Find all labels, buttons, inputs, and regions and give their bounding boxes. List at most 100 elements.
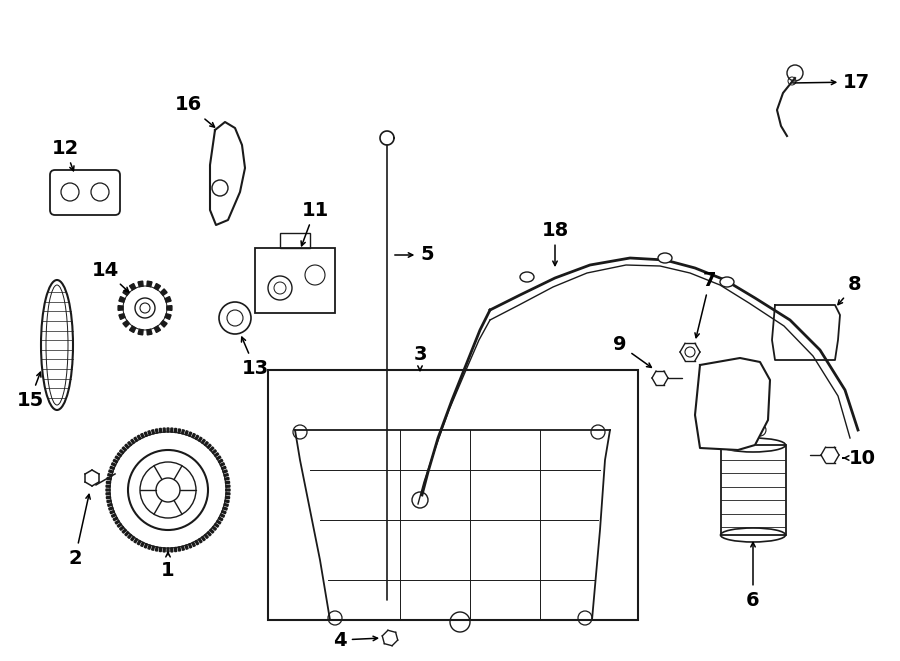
Polygon shape xyxy=(185,431,188,435)
Polygon shape xyxy=(154,326,160,332)
Text: 16: 16 xyxy=(175,95,214,127)
Polygon shape xyxy=(156,429,158,433)
Polygon shape xyxy=(123,321,130,327)
Polygon shape xyxy=(130,284,136,290)
Polygon shape xyxy=(226,489,230,491)
Polygon shape xyxy=(212,449,216,453)
Polygon shape xyxy=(112,514,116,518)
Polygon shape xyxy=(195,435,199,440)
Polygon shape xyxy=(165,314,171,319)
Polygon shape xyxy=(207,444,211,448)
Polygon shape xyxy=(175,428,176,432)
Polygon shape xyxy=(106,485,110,487)
Polygon shape xyxy=(107,500,112,502)
Polygon shape xyxy=(185,545,188,549)
Polygon shape xyxy=(112,463,116,466)
Polygon shape xyxy=(167,548,169,552)
Polygon shape xyxy=(167,428,169,432)
Polygon shape xyxy=(125,444,129,448)
Bar xyxy=(280,233,310,248)
Polygon shape xyxy=(160,321,167,327)
Polygon shape xyxy=(128,442,131,446)
Polygon shape xyxy=(207,531,211,536)
Polygon shape xyxy=(108,504,112,506)
Polygon shape xyxy=(171,548,173,552)
Polygon shape xyxy=(212,526,216,530)
Polygon shape xyxy=(125,531,129,536)
Polygon shape xyxy=(151,546,155,551)
Polygon shape xyxy=(226,492,230,495)
Polygon shape xyxy=(144,432,148,436)
Polygon shape xyxy=(128,534,131,539)
Polygon shape xyxy=(156,547,158,551)
Polygon shape xyxy=(115,456,120,459)
Polygon shape xyxy=(217,456,220,459)
Polygon shape xyxy=(219,459,223,463)
Text: 4: 4 xyxy=(333,631,377,650)
Bar xyxy=(255,248,335,313)
Text: 11: 11 xyxy=(302,200,328,246)
Polygon shape xyxy=(163,548,166,552)
Polygon shape xyxy=(772,305,840,360)
Polygon shape xyxy=(178,547,181,551)
Polygon shape xyxy=(175,547,176,552)
Polygon shape xyxy=(140,542,144,547)
Text: 18: 18 xyxy=(542,221,569,266)
Polygon shape xyxy=(108,474,112,477)
Text: 12: 12 xyxy=(51,139,78,171)
Polygon shape xyxy=(110,510,114,514)
Polygon shape xyxy=(113,459,118,463)
Polygon shape xyxy=(217,520,220,524)
Polygon shape xyxy=(120,526,124,530)
Polygon shape xyxy=(119,297,125,302)
Polygon shape xyxy=(202,440,205,444)
Polygon shape xyxy=(113,517,118,521)
Text: 15: 15 xyxy=(16,372,43,410)
Polygon shape xyxy=(159,547,162,552)
Polygon shape xyxy=(225,481,230,484)
Polygon shape xyxy=(198,437,202,442)
Polygon shape xyxy=(106,492,110,495)
Polygon shape xyxy=(118,305,123,311)
Polygon shape xyxy=(154,284,160,290)
Polygon shape xyxy=(178,429,181,433)
Polygon shape xyxy=(223,470,228,473)
Polygon shape xyxy=(225,500,230,502)
Text: 5: 5 xyxy=(395,245,434,264)
Polygon shape xyxy=(140,434,144,438)
Polygon shape xyxy=(138,541,141,545)
Text: 3: 3 xyxy=(413,346,427,371)
Ellipse shape xyxy=(658,253,672,263)
Polygon shape xyxy=(115,520,120,524)
Text: 14: 14 xyxy=(92,260,129,292)
Polygon shape xyxy=(138,329,143,335)
Polygon shape xyxy=(151,430,155,434)
Polygon shape xyxy=(148,545,151,549)
Polygon shape xyxy=(182,430,184,434)
Polygon shape xyxy=(117,524,122,527)
Polygon shape xyxy=(210,447,214,451)
Text: 9: 9 xyxy=(613,336,652,368)
Polygon shape xyxy=(130,440,135,444)
Polygon shape xyxy=(192,542,195,547)
Polygon shape xyxy=(144,543,148,548)
Text: 17: 17 xyxy=(793,73,870,91)
Polygon shape xyxy=(188,432,192,436)
Polygon shape xyxy=(221,466,226,469)
Polygon shape xyxy=(225,496,230,499)
Polygon shape xyxy=(226,485,230,487)
Polygon shape xyxy=(695,358,770,450)
Text: 13: 13 xyxy=(241,337,268,377)
Polygon shape xyxy=(198,539,202,543)
Polygon shape xyxy=(110,466,114,469)
Polygon shape xyxy=(225,477,230,480)
Polygon shape xyxy=(195,541,199,545)
Polygon shape xyxy=(223,507,228,510)
Polygon shape xyxy=(160,289,167,295)
Bar xyxy=(721,445,786,535)
Text: 7: 7 xyxy=(695,270,716,338)
Text: 10: 10 xyxy=(843,449,876,467)
Polygon shape xyxy=(220,514,224,518)
Polygon shape xyxy=(147,281,152,287)
Polygon shape xyxy=(204,534,208,539)
